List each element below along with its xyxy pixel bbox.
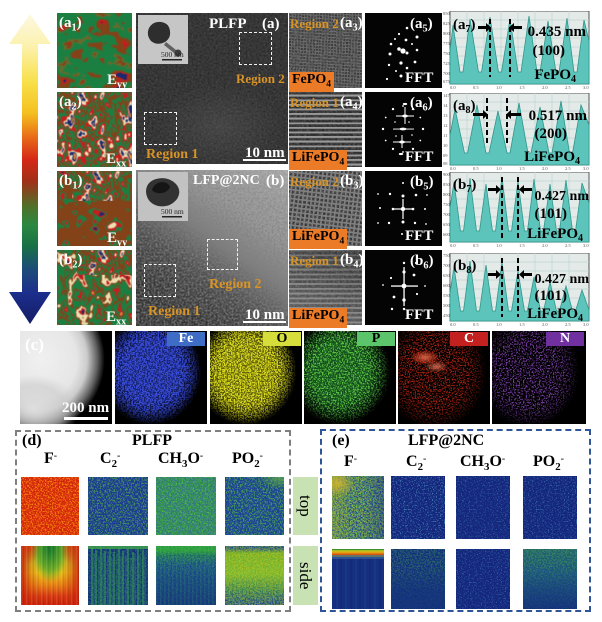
svg-text:3.0: 3.0: [583, 243, 589, 248]
svg-text:12: 12: [443, 123, 448, 128]
svg-text:1.0: 1.0: [496, 322, 502, 327]
svg-text:(101): (101): [535, 288, 568, 304]
svg-text:650: 650: [443, 222, 451, 227]
svg-text:700: 700: [443, 212, 451, 217]
svg-text:(101): (101): [535, 206, 568, 222]
svg-text:2.5: 2.5: [565, 166, 571, 171]
svg-text:(b8): (b8): [453, 258, 476, 276]
svg-text:2.5: 2.5: [565, 243, 571, 248]
svg-text:650: 650: [443, 273, 451, 278]
svg-text:1.0: 1.0: [496, 243, 502, 248]
svg-text:725: 725: [443, 61, 451, 66]
svg-text:2.0: 2.0: [542, 85, 548, 90]
svg-text:750: 750: [443, 253, 451, 258]
svg-text:0.0: 0.0: [450, 166, 456, 171]
svg-text:3.0: 3.0: [583, 166, 589, 171]
svg-text:700: 700: [443, 263, 451, 268]
svg-text:0.427 nm: 0.427 nm: [535, 272, 590, 287]
svg-text:0.5: 0.5: [473, 166, 479, 171]
svg-text:09: 09: [443, 153, 448, 158]
svg-text:850: 850: [443, 182, 451, 187]
svg-text:LiFePO4: LiFePO4: [527, 226, 583, 244]
svg-text:2.0: 2.0: [542, 322, 548, 327]
svg-text:(200): (200): [535, 126, 568, 142]
svg-text:10: 10: [443, 143, 448, 148]
svg-text:13: 13: [443, 113, 448, 118]
svg-text:0.435 nm: 0.435 nm: [528, 24, 587, 40]
svg-text:(a8): (a8): [453, 98, 476, 116]
svg-text:550: 550: [443, 293, 451, 298]
svg-text:(a7): (a7): [453, 17, 476, 35]
svg-text:500: 500: [443, 303, 451, 308]
svg-text:825: 825: [443, 21, 451, 26]
svg-text:0.0: 0.0: [450, 85, 456, 90]
svg-text:0.0: 0.0: [450, 322, 456, 327]
svg-text:1.5: 1.5: [519, 243, 525, 248]
svg-text:600: 600: [443, 232, 451, 237]
svg-text:1.0: 1.0: [496, 166, 502, 171]
svg-text:700: 700: [443, 71, 451, 76]
svg-text:850: 850: [443, 11, 451, 16]
svg-text:800: 800: [443, 192, 451, 197]
svg-text:2.5: 2.5: [565, 322, 571, 327]
svg-text:11: 11: [443, 133, 447, 138]
svg-text:2.5: 2.5: [565, 85, 571, 90]
svg-text:0.5: 0.5: [473, 322, 479, 327]
svg-text:FePO4: FePO4: [534, 67, 576, 85]
svg-text:14: 14: [443, 103, 448, 108]
svg-text:2.0: 2.0: [542, 243, 548, 248]
svg-text:775: 775: [443, 41, 451, 46]
svg-text:0.427 nm: 0.427 nm: [535, 189, 590, 204]
svg-text:600: 600: [443, 283, 451, 288]
svg-text:1.5: 1.5: [519, 166, 525, 171]
svg-text:1.5: 1.5: [519, 85, 525, 90]
svg-text:900: 900: [443, 172, 451, 177]
svg-text:1.5: 1.5: [519, 322, 525, 327]
svg-text:3.0: 3.0: [583, 322, 589, 327]
svg-text:2.0: 2.0: [542, 166, 548, 171]
svg-text:500 nm: 500 nm: [161, 207, 184, 216]
svg-text:3.0: 3.0: [583, 85, 589, 90]
svg-text:147: 147: [443, 93, 451, 98]
svg-text:0.5: 0.5: [473, 85, 479, 90]
svg-text:LiFePO4: LiFePO4: [524, 149, 580, 167]
svg-text:750: 750: [443, 51, 451, 56]
svg-text:(100): (100): [533, 43, 566, 59]
svg-text:(b7): (b7): [453, 177, 476, 195]
svg-text:675: 675: [443, 79, 451, 84]
svg-text:500 nm: 500 nm: [161, 50, 184, 59]
svg-text:0.5: 0.5: [473, 243, 479, 248]
svg-text:0.0: 0.0: [450, 243, 456, 248]
svg-text:0.517 nm: 0.517 nm: [529, 108, 588, 124]
svg-text:08: 08: [443, 161, 448, 166]
svg-text:1.0: 1.0: [496, 85, 502, 90]
svg-text:450: 450: [443, 313, 451, 318]
svg-text:750: 750: [443, 202, 451, 207]
svg-text:800: 800: [443, 31, 451, 36]
svg-text:LiFePO4: LiFePO4: [527, 306, 583, 324]
